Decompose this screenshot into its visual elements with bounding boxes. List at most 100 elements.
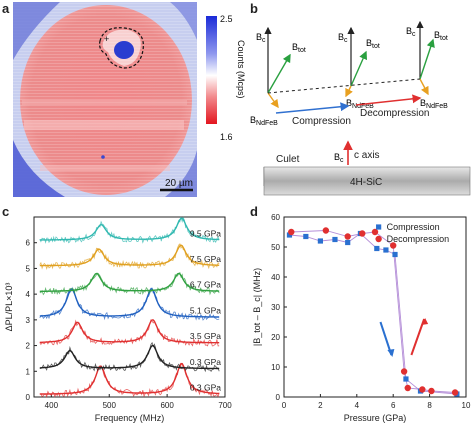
- series-label: 9.5 GPa: [190, 228, 221, 238]
- data-point-compression: [286, 232, 293, 238]
- x-tick-label: 10: [462, 401, 471, 410]
- label-c-axis: c axis: [354, 150, 380, 161]
- y-tick-label: 6: [26, 239, 31, 248]
- y-tick-label: 10: [271, 363, 280, 372]
- svg-text:+: +: [104, 34, 109, 44]
- x-tick-label: 0: [282, 401, 287, 410]
- series-connector-line: [289, 232, 457, 395]
- x-tick-label: 8: [427, 401, 432, 410]
- series-label: 0.3 GPa: [190, 383, 221, 393]
- svg-text:Btot: Btot: [292, 42, 306, 54]
- y-tick-label: 2: [26, 342, 31, 351]
- label-decompression: Decompression: [360, 108, 429, 119]
- spectrum-fit-line: [39, 272, 220, 292]
- spectrum-fit-line: [39, 244, 220, 267]
- data-point-compression: [332, 236, 338, 243]
- data-point-compression: [345, 239, 351, 246]
- spectrum-fit-line: [39, 345, 220, 370]
- colorbar-min: 1.6: [220, 132, 233, 142]
- data-point-decompression: [288, 228, 295, 236]
- pressure-chart: 0 2 4 6 8 10 0 10 20 30 40 50 60 Pressure (GPa) |B_tot…: [252, 213, 471, 423]
- data-point-decompression: [371, 228, 379, 236]
- data-point-compression: [383, 247, 389, 253]
- x-tick-label: 700: [218, 401, 232, 410]
- data-point-compression: [303, 233, 309, 240]
- plot-frame: [33, 216, 226, 398]
- colorbar-label: Counts (Mcps): [236, 40, 246, 99]
- spectra-chart: 400 500 600 700 0 1 2 3 4 5 6 Frequency (MHz) ΔPL/PL…: [4, 216, 232, 423]
- panel-a-letter: a: [2, 1, 10, 16]
- x-tick-label: 2: [318, 401, 323, 410]
- y-axis-label: |B_tot – B_c| (MHz): [252, 268, 262, 346]
- svg-text:Bc: Bc: [406, 26, 416, 38]
- scale-bar-label: 20 µm: [165, 178, 193, 189]
- series-label: 6.7 GPa: [190, 280, 221, 290]
- legend-marker: [376, 224, 382, 230]
- series-connector-line: [291, 230, 456, 393]
- svg-text:Btot: Btot: [434, 30, 448, 42]
- series-label: 7.5 GPa: [190, 254, 221, 264]
- legend-label: Compression: [387, 222, 440, 232]
- data-point-compression: [403, 376, 409, 382]
- y-tick-label: 50: [271, 243, 280, 252]
- y-tick-label: 20: [271, 333, 280, 342]
- label-culet: Culet: [276, 154, 300, 165]
- y-axis-label: ΔPL/PL×10³: [4, 283, 14, 332]
- y-tick-label: 3: [26, 316, 31, 325]
- series-label: 5.1 GPa: [190, 305, 221, 315]
- colorbar-max: 2.5: [220, 14, 233, 24]
- y-tick-label: 60: [271, 213, 280, 222]
- x-tick-label: 500: [103, 401, 117, 410]
- x-axis-label: Pressure (GPa): [344, 413, 407, 423]
- data-point-compression: [317, 238, 323, 244]
- y-tick-label: 1: [26, 367, 31, 376]
- data-point-decompression: [344, 233, 351, 240]
- spectrum-fit-line: [39, 319, 220, 344]
- x-tick-label: 6: [391, 401, 396, 410]
- x-tick-label: 600: [160, 401, 174, 410]
- panel-b-diagram: Bc Btot BNdFeB Bc Btot BNdFeB Bc Btot BN…: [250, 20, 471, 196]
- data-point-compression: [392, 251, 398, 258]
- data-point-decompression: [404, 384, 411, 392]
- x-tick-label: 400: [45, 401, 59, 410]
- legend-marker: [375, 235, 382, 243]
- spectrum-fit-line: [39, 217, 220, 241]
- plot-frame: [283, 216, 467, 398]
- decompression-trend-arrow: [410, 318, 426, 356]
- panel-c-letter: c: [2, 204, 10, 219]
- panel-d-letter: d: [250, 204, 258, 219]
- colorbar: [206, 16, 217, 124]
- data-point-decompression: [322, 227, 330, 234]
- data-point-compression: [374, 245, 380, 252]
- compression-arrow-head: [387, 349, 395, 357]
- decompression-arrow-head: [421, 318, 429, 325]
- svg-text:Bc: Bc: [334, 152, 344, 164]
- spectrum-fit-line: [39, 362, 220, 395]
- spectrum-data-line: [39, 362, 220, 399]
- data-point-decompression: [390, 242, 397, 249]
- y-tick-label: 0: [26, 393, 31, 402]
- y-tick-label: 5: [26, 264, 31, 273]
- label-substrate: 4H-SiC: [350, 177, 382, 188]
- sic-substrate: [263, 166, 471, 196]
- spectrum-data-line: [39, 341, 220, 373]
- spectrum-data-line: [39, 216, 220, 244]
- y-tick-label: 4: [26, 290, 31, 299]
- x-tick-label: 4: [355, 401, 360, 410]
- data-point-decompression: [451, 389, 459, 396]
- data-point-decompression: [359, 230, 366, 237]
- svg-text:BNdFeB: BNdFeB: [420, 98, 448, 110]
- svg-text:BNdFeB: BNdFeB: [250, 115, 278, 127]
- data-point-decompression: [400, 368, 408, 375]
- series-label: 0.3 GPa: [190, 357, 221, 367]
- series-label: 3.5 GPa: [190, 331, 221, 341]
- legend-label: Decompression: [387, 234, 450, 244]
- label-compression: Compression: [292, 116, 351, 127]
- svg-text:Btot: Btot: [366, 38, 380, 50]
- spectrum-fit-line: [39, 288, 220, 318]
- data-point-decompression: [419, 386, 426, 393]
- svg-text:Bc: Bc: [338, 32, 348, 44]
- y-tick-label: 0: [276, 393, 281, 402]
- svg-text:Bc: Bc: [256, 32, 266, 44]
- data-point-decompression: [428, 387, 435, 395]
